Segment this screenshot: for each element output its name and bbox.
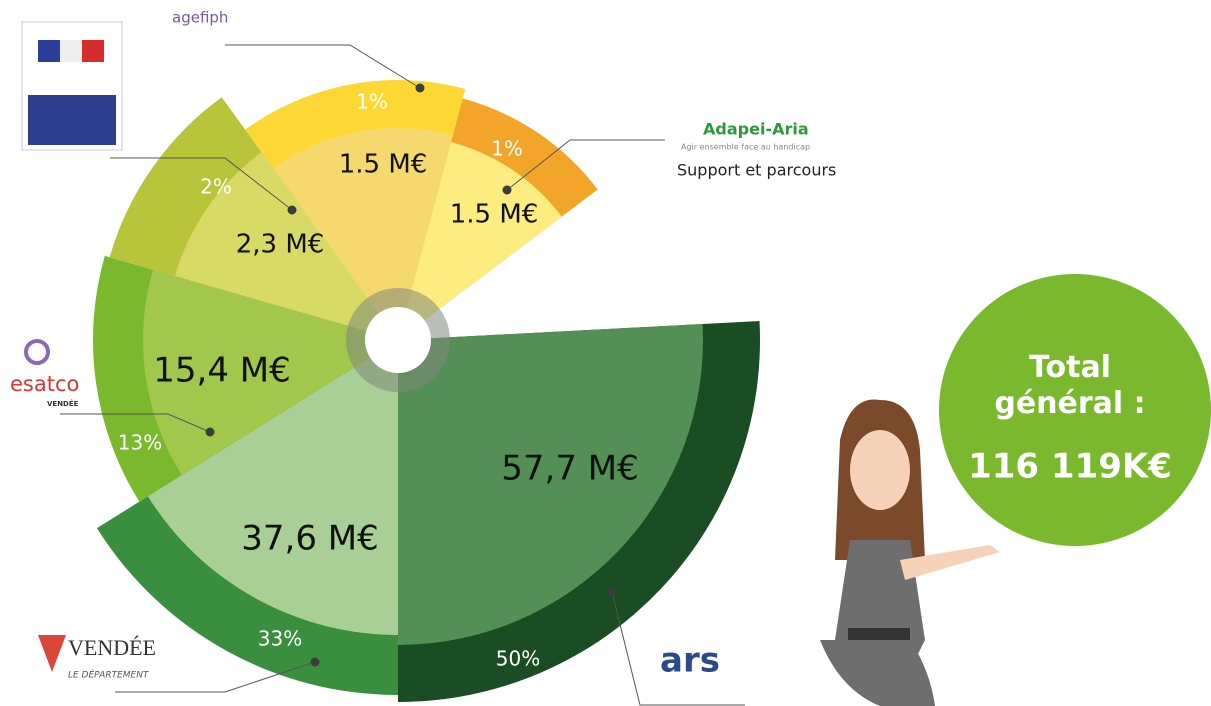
pie: 50% 57,7 M€ 33% 37,6 M€ 13% 15,4 M€ 2% 2,3 M€ 1%… [60,45,760,705]
leader-dot [288,206,297,215]
percent-label: 2% [200,175,232,199]
leader-dot [206,428,215,437]
adapei-logo: Adapei-Aria Agir ensemble face au handic… [677,120,836,180]
vendee-logo: VENDÉE LE DÉPARTEMENT [38,635,156,681]
leader-dot [311,658,320,667]
percent-label: 33% [258,627,302,651]
amount-label: 2,3 M€ [236,230,325,260]
leader-dot [503,186,512,195]
amount-label: 57,7 M€ [501,449,638,489]
logo-text: Adapei-Aria [703,120,809,139]
esatco-logo: esatco VENDÉE [10,341,79,408]
logo-text: VENDÉE [47,399,79,408]
logo-text: esatco [10,372,79,396]
logo-text: Agir ensemble face au handicap [681,143,810,152]
amount-label: 37,6 M€ [241,519,378,559]
agefiph-logo: agefiph [172,9,228,27]
state-logo [22,22,122,150]
logo-text: Support et parcours [677,161,836,180]
hub [365,307,431,373]
logo-text: agefiph [172,9,228,27]
amount-label: 1.5 M€ [339,150,428,180]
amount-label: 1.5 M€ [450,200,539,230]
logo-text: VENDÉE [68,635,156,660]
ars-logo: ars [660,641,720,681]
leader-dot [608,588,617,597]
logo-text: LE DÉPARTEMENT [68,669,150,681]
percent-label: 1% [491,137,523,161]
logo-text: ars [660,641,720,681]
percent-label: 50% [496,647,540,671]
percent-label: 1% [356,90,388,114]
leader-dot [416,84,425,93]
percent-label: 13% [118,431,162,455]
amount-label: 15,4 M€ [153,351,290,391]
total-value: 116 119K€ [968,447,1172,487]
infographic: 50% 57,7 M€ 33% 37,6 M€ 13% 15,4 M€ 2% 2,3 M€ 1%… [0,0,1211,706]
